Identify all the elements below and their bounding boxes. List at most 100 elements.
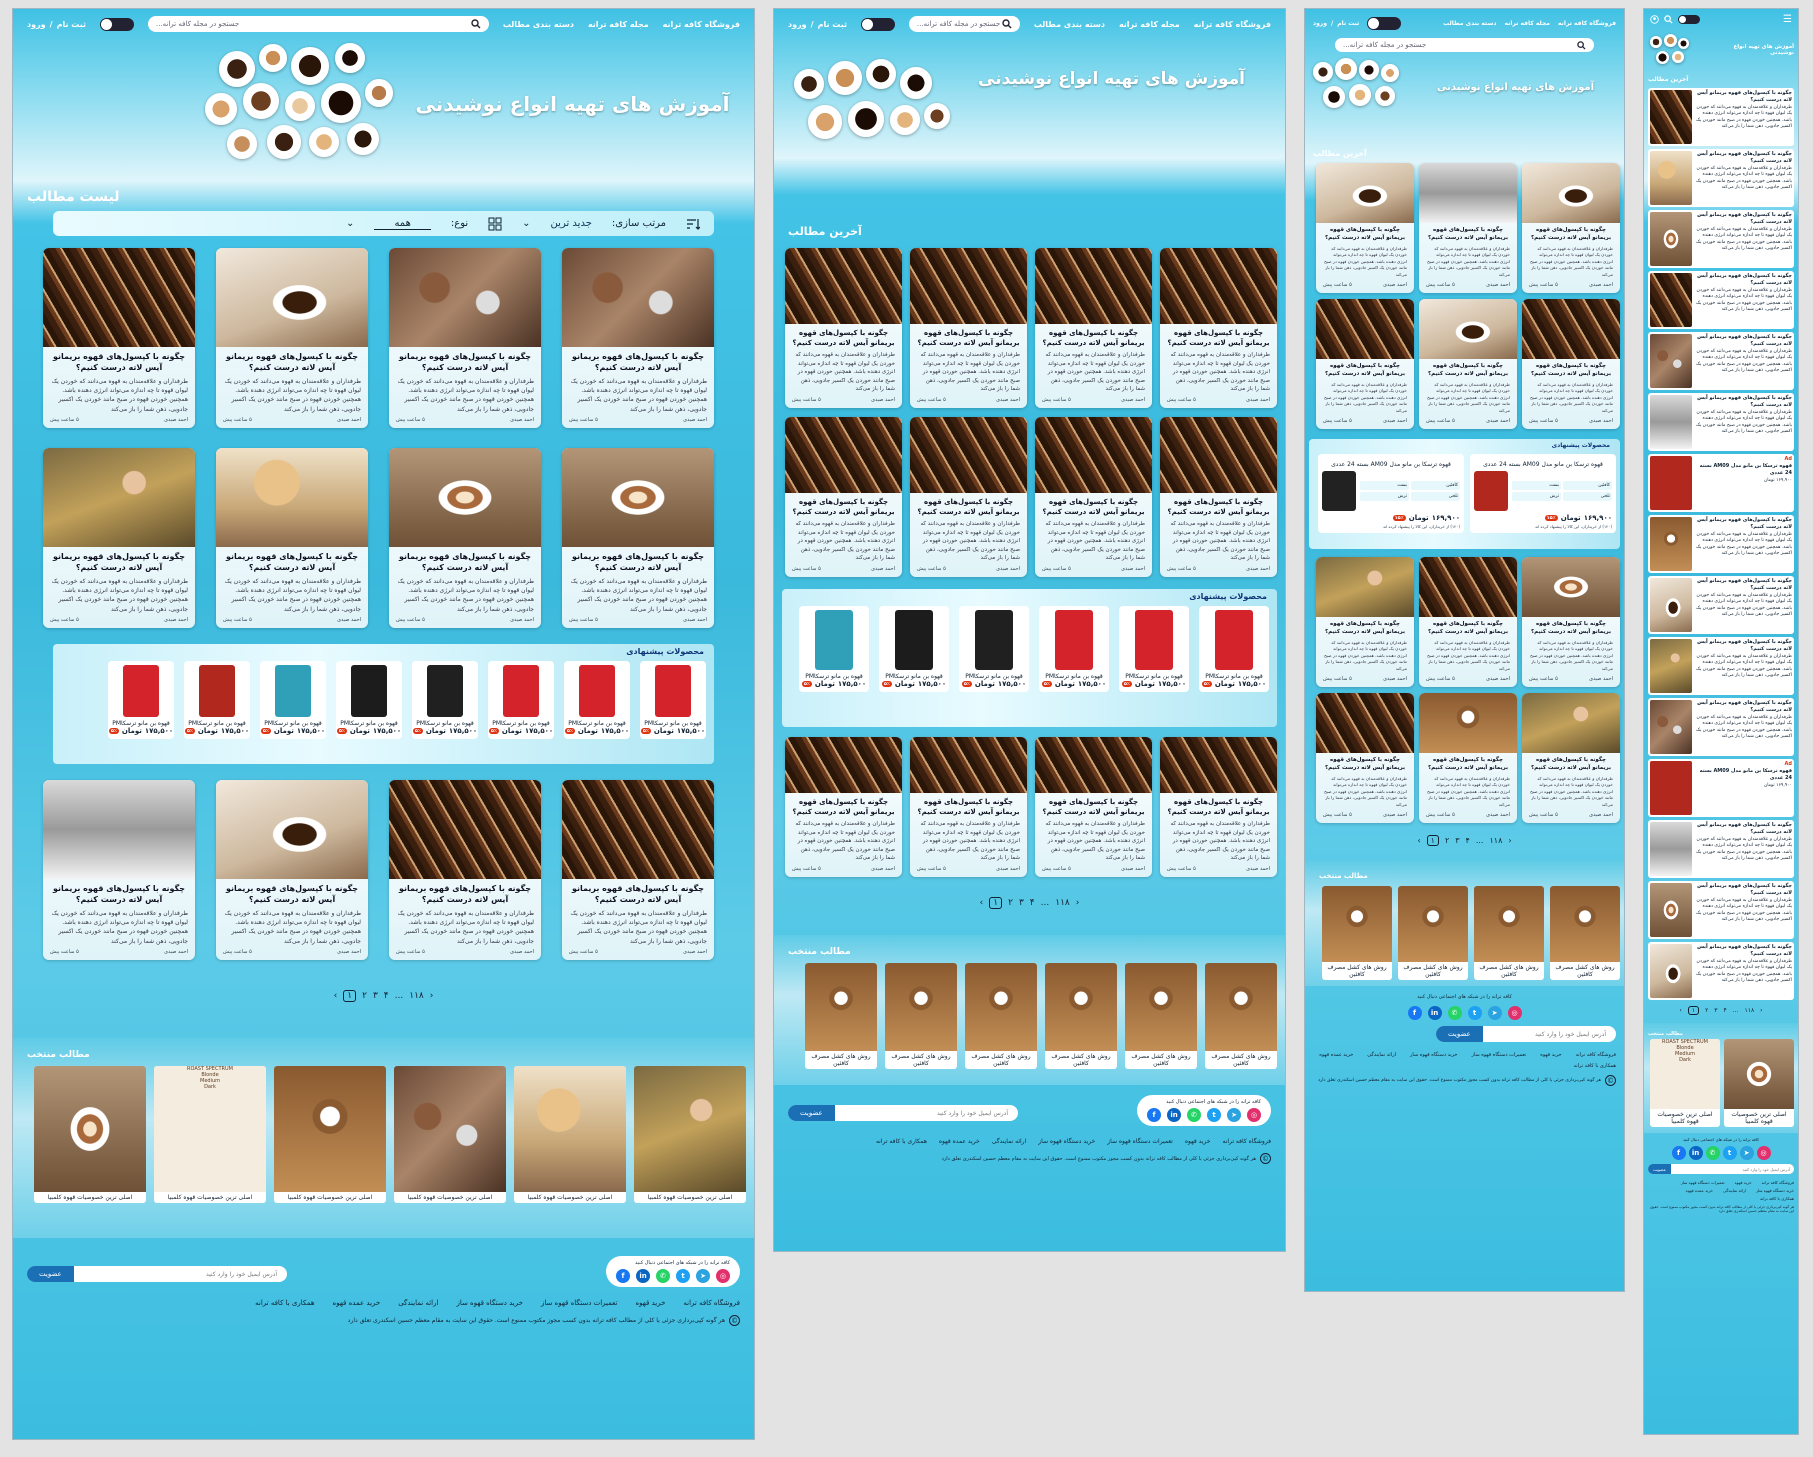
page-last[interactable]: ۱۱۸: [1055, 898, 1070, 908]
article-title[interactable]: چگونه با کپسول‌های قهوه بریمانو آیس لاته…: [917, 498, 1020, 517]
article-image[interactable]: [1316, 299, 1414, 359]
featured-card[interactable]: روش های کشل مصرف کافئین: [1398, 886, 1468, 980]
article-title[interactable]: چگونه با کپسول‌های قهوه بریمانو آیس لاته…: [572, 351, 704, 373]
product-image[interactable]: [1054, 610, 1094, 670]
theme-toggle-icon[interactable]: [1678, 15, 1700, 24]
article-image[interactable]: [1650, 578, 1692, 632]
facebook-icon[interactable]: f: [616, 1269, 630, 1283]
deal-name[interactable]: قهوه ترسکا بن مانو مدل AM09 بسته 24 عددی: [1331, 461, 1451, 468]
signup-link[interactable]: ثبت نام: [56, 19, 86, 29]
featured-label[interactable]: روش های کشل مصرف کافئین: [1131, 1053, 1191, 1067]
featured-card[interactable]: روش های کشل مصرف کافئین: [1205, 963, 1277, 1069]
article-image[interactable]: [910, 417, 1027, 494]
featured-card[interactable]: روش های کشل مصرف کافئین: [805, 963, 877, 1069]
product-card[interactable]: قهوه بن مانو ترسکاPM ۱۷۵,۵۰۰ تومان ۵٪: [1119, 606, 1189, 692]
deal-image[interactable]: [1322, 471, 1356, 511]
instagram-icon[interactable]: ◎: [1247, 1108, 1261, 1122]
article-image[interactable]: [1419, 163, 1517, 223]
article-title[interactable]: چگونه با کپسول‌های قهوه بریمانو آیس لاته…: [1324, 227, 1406, 241]
featured-image[interactable]: [1398, 886, 1468, 962]
mobile-article-card[interactable]: چگونه با کپسول‌های قهوه بریمانو آیس لاته…: [1648, 942, 1794, 1000]
footer-link[interactable]: ارائه نمایندگی: [1367, 1052, 1397, 1058]
article-title[interactable]: چگونه با کپسول‌های قهوه بریمانو آیس لاته…: [1697, 90, 1792, 103]
product-image[interactable]: [426, 665, 464, 717]
page-last[interactable]: ۱۱۸: [409, 991, 424, 1001]
article-image[interactable]: [216, 448, 368, 547]
featured-image[interactable]: [805, 963, 877, 1051]
footer-link[interactable]: خرید قهوه: [1734, 1180, 1752, 1185]
nav-shop[interactable]: فروشگاه کافه ترانه: [1193, 19, 1271, 29]
login-link[interactable]: ورود: [788, 19, 807, 29]
page-last[interactable]: ۱۱۸: [1744, 1007, 1755, 1014]
featured-label[interactable]: اصلی ترین خصوصیات قهوه کلمبیا: [167, 1194, 253, 1201]
article-card[interactable]: چگونه با کپسول‌های قهوه بریمانو آیس لاته…: [43, 780, 195, 960]
article-image[interactable]: [43, 248, 195, 347]
search-input[interactable]: جستجو در مجله کافه ترانه...: [147, 16, 489, 32]
featured-card[interactable]: روش های کشل مصرف کافئین: [1125, 963, 1197, 1069]
page-number[interactable]: ۱: [989, 897, 1003, 909]
product-name[interactable]: قهوه بن مانو ترسکاPM: [340, 720, 398, 727]
article-card[interactable]: چگونه با کپسول‌های قهوه بریمانو آیس لاته…: [1419, 557, 1517, 687]
article-card[interactable]: چگونه با کپسول‌های قهوه بریمانو آیس لاته…: [1316, 299, 1414, 429]
search-icon[interactable]: [471, 19, 481, 29]
featured-image[interactable]: [1205, 963, 1277, 1051]
article-card[interactable]: چگونه با کپسول‌های قهوه بریمانو آیس لاته…: [785, 417, 902, 577]
product-image[interactable]: [1134, 610, 1174, 670]
article-card[interactable]: چگونه با کپسول‌های قهوه بریمانو آیس لاته…: [562, 780, 714, 960]
featured-image[interactable]: [634, 1066, 746, 1192]
article-title[interactable]: چگونه با کپسول‌های قهوه بریمانو آیس لاته…: [572, 883, 704, 905]
article-title[interactable]: چگونه با کپسول‌های قهوه بریمانو آیس لاته…: [1697, 944, 1792, 957]
article-card[interactable]: چگونه با کپسول‌های قهوه بریمانو آیس لاته…: [1522, 693, 1620, 823]
sort-icon[interactable]: [686, 218, 700, 230]
page-number[interactable]: ۳: [1714, 1007, 1718, 1014]
product-image[interactable]: [198, 665, 236, 717]
article-image[interactable]: [1160, 248, 1277, 325]
article-title[interactable]: چگونه با کپسول‌های قهوه بریمانو آیس لاته…: [1697, 639, 1792, 652]
article-title[interactable]: چگونه با کپسول‌های قهوه بریمانو آیس لاته…: [1042, 498, 1145, 517]
footer-link[interactable]: همکاری با کافه ترانه: [1760, 1196, 1794, 1201]
article-image[interactable]: [1650, 212, 1692, 266]
product-card[interactable]: قهوه بن مانو ترسکاPM ۱۷۵,۵۰۰ تومان ۵٪: [184, 661, 250, 739]
article-image[interactable]: [1650, 883, 1692, 937]
chevron-right-icon[interactable]: ›: [1417, 836, 1421, 845]
product-image[interactable]: [814, 610, 854, 670]
article-card[interactable]: چگونه با کپسول‌های قهوه بریمانو آیس لاته…: [1522, 299, 1620, 429]
product-name[interactable]: قهوه بن مانو ترسکاPM: [416, 720, 474, 727]
footer-link[interactable]: خرید دستگاه قهوه ساز: [1038, 1138, 1096, 1145]
footer-link[interactable]: فروشگاه کافه ترانه: [1222, 1138, 1271, 1145]
article-card[interactable]: چگونه با کپسول‌های قهوه بریمانو آیس لاته…: [1419, 693, 1517, 823]
search-input[interactable]: جستجو در مجله کافه ترانه...: [1335, 38, 1594, 52]
article-title[interactable]: چگونه با کپسول‌های قهوه بریمانو آیس لاته…: [1530, 363, 1612, 377]
featured-image[interactable]: [274, 1066, 386, 1192]
nav-shop[interactable]: فروشگاه کافه ترانه: [1558, 20, 1616, 27]
article-title[interactable]: چگونه با کپسول‌های قهوه بریمانو آیس لاته…: [1324, 363, 1406, 377]
article-title[interactable]: چگونه با کپسول‌های قهوه بریمانو آیس لاته…: [1427, 757, 1509, 771]
footer-link[interactable]: ارائه نمایندگی: [1723, 1188, 1746, 1193]
mobile-article-card[interactable]: چگونه با کپسول‌های قهوه بریمانو آیس لاته…: [1648, 820, 1794, 878]
article-title[interactable]: چگونه با کپسول‌های قهوه بریمانو آیس لاته…: [399, 351, 531, 373]
featured-label[interactable]: اصلی ترین خصوصیات قهوه کلمبیا: [527, 1194, 613, 1201]
article-card[interactable]: چگونه با کپسول‌های قهوه بریمانو آیس لاته…: [389, 448, 541, 628]
article-title[interactable]: چگونه با کپسول‌های قهوه بریمانو آیس لاته…: [792, 498, 895, 517]
featured-label[interactable]: روش های کشل مصرف کافئین: [1211, 1053, 1271, 1067]
article-image[interactable]: [216, 780, 368, 879]
featured-card[interactable]: اصلی ترین خصوصیات قهوه کلمبیا: [274, 1066, 386, 1203]
article-image[interactable]: [389, 780, 541, 879]
article-card[interactable]: چگونه با کپسول‌های قهوه بریمانو آیس لاته…: [562, 448, 714, 628]
article-image[interactable]: [1650, 639, 1692, 693]
article-card[interactable]: چگونه با کپسول‌های قهوه بریمانو آیس لاته…: [1316, 557, 1414, 687]
article-title[interactable]: چگونه با کپسول‌های قهوه بریمانو آیس لاته…: [1697, 334, 1792, 347]
article-image[interactable]: [1316, 693, 1414, 753]
article-image[interactable]: [1522, 299, 1620, 359]
article-image[interactable]: [562, 780, 714, 879]
page-number[interactable]: ۳: [1455, 836, 1460, 845]
article-title[interactable]: چگونه با کپسول‌های قهوه بریمانو آیس لاته…: [1530, 621, 1612, 635]
twitter-icon[interactable]: t: [1207, 1108, 1221, 1122]
page-number[interactable]: ۴: [1029, 898, 1035, 908]
article-card[interactable]: چگونه با کپسول‌های قهوه بریمانو آیس لاته…: [1522, 163, 1620, 293]
featured-label[interactable]: اصلی ترین خصوصیات قهوه کلمبیا: [287, 1194, 373, 1201]
featured-label[interactable]: اصلی ترین خصوصیات قهوه کلمبیا: [647, 1194, 733, 1201]
product-image[interactable]: [894, 610, 934, 670]
product-card[interactable]: قهوه بن مانو ترسکاPM ۱۷۵,۵۰۰ تومان ۵٪: [1199, 606, 1269, 692]
product-card[interactable]: قهوه بن مانو ترسکاPM ۱۷۵,۵۰۰ تومان ۵٪: [488, 661, 554, 739]
